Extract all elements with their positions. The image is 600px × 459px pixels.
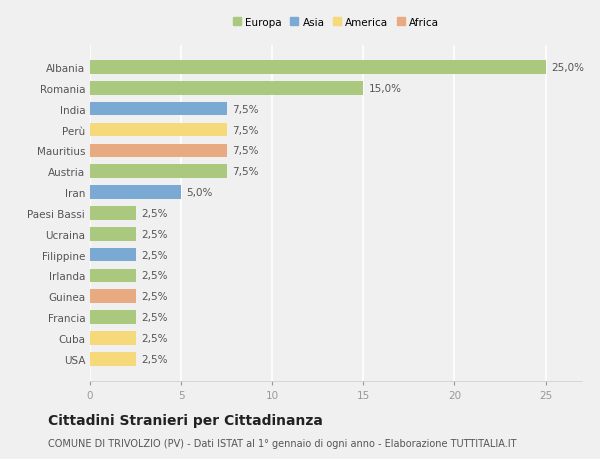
Bar xyxy=(90,207,136,220)
Text: 5,0%: 5,0% xyxy=(187,188,213,198)
Text: 2,5%: 2,5% xyxy=(141,229,167,239)
Bar xyxy=(90,123,227,137)
Text: 2,5%: 2,5% xyxy=(141,354,167,364)
Bar xyxy=(90,61,545,75)
Bar xyxy=(90,165,227,179)
Bar xyxy=(90,186,181,199)
Text: COMUNE DI TRIVOLZIO (PV) - Dati ISTAT al 1° gennaio di ogni anno - Elaborazione : COMUNE DI TRIVOLZIO (PV) - Dati ISTAT al… xyxy=(48,438,517,448)
Text: 7,5%: 7,5% xyxy=(232,167,259,177)
Text: 2,5%: 2,5% xyxy=(141,291,167,302)
Bar xyxy=(90,248,136,262)
Text: 15,0%: 15,0% xyxy=(369,84,402,94)
Bar xyxy=(90,331,136,345)
Text: 7,5%: 7,5% xyxy=(232,105,259,114)
Text: 2,5%: 2,5% xyxy=(141,208,167,218)
Bar xyxy=(90,269,136,283)
Bar xyxy=(90,144,227,158)
Bar xyxy=(90,82,364,95)
Legend: Europa, Asia, America, Africa: Europa, Asia, America, Africa xyxy=(233,17,439,28)
Bar xyxy=(90,103,227,116)
Bar xyxy=(90,290,136,303)
Text: 2,5%: 2,5% xyxy=(141,313,167,322)
Bar xyxy=(90,352,136,366)
Bar xyxy=(90,311,136,324)
Text: Cittadini Stranieri per Cittadinanza: Cittadini Stranieri per Cittadinanza xyxy=(48,414,323,428)
Text: 7,5%: 7,5% xyxy=(232,125,259,135)
Text: 7,5%: 7,5% xyxy=(232,146,259,156)
Text: 2,5%: 2,5% xyxy=(141,333,167,343)
Text: 2,5%: 2,5% xyxy=(141,271,167,281)
Bar xyxy=(90,228,136,241)
Text: 2,5%: 2,5% xyxy=(141,250,167,260)
Text: 25,0%: 25,0% xyxy=(551,63,584,73)
